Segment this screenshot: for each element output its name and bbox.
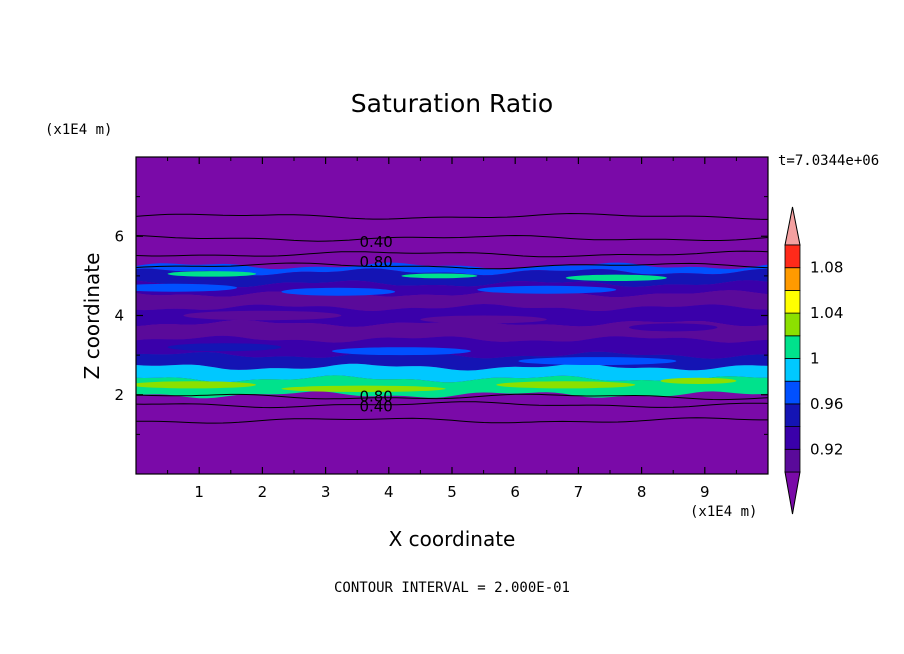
colorbar-label: 1.08 <box>810 259 843 277</box>
colorbar-over-arrow <box>784 206 801 246</box>
x-axis-ticks: 1 2 3 4 5 6 7 8 9 <box>167 157 737 501</box>
y-axis-ticks: 2 4 6 <box>114 196 768 435</box>
field-streak <box>136 381 257 389</box>
colorbar-swatch <box>784 358 801 382</box>
colorbar-swatch <box>784 335 801 359</box>
contour-line <box>136 250 768 258</box>
field-streak <box>183 310 342 321</box>
field-band <box>136 363 768 383</box>
contour-line <box>136 393 768 401</box>
chart-title: Saturation Ratio <box>351 89 553 118</box>
field-streak <box>331 347 471 356</box>
x-tick-label: 3 <box>321 483 331 501</box>
contour-line <box>136 262 768 270</box>
field-band <box>136 375 768 399</box>
y-axis-label: Z coordinate <box>80 253 104 380</box>
y-tick-label: 2 <box>114 386 124 404</box>
x-tick-label: 2 <box>258 483 268 501</box>
field-streak <box>281 385 446 392</box>
contour-interval-footer: CONTOUR INTERVAL = 2.000E-01 <box>334 580 570 596</box>
field-streak <box>565 274 667 282</box>
field-streak <box>167 343 282 352</box>
contour-line <box>136 401 768 409</box>
field-band <box>136 351 768 371</box>
x-tick-label: 8 <box>637 483 647 501</box>
field-streak <box>518 357 677 366</box>
colorbar-swatch <box>784 244 801 269</box>
field-band <box>136 290 768 311</box>
x-tick-label: 5 <box>447 483 457 501</box>
plot-field: 0.400.800.800.40 <box>136 157 768 474</box>
y-tick-label: 4 <box>114 307 124 325</box>
x-tick-label: 9 <box>700 483 710 501</box>
colorbar-swatch <box>784 380 801 405</box>
colorbar-swatch <box>784 289 801 314</box>
x-tick-label: 4 <box>384 483 394 501</box>
colorbar-label: 1.04 <box>810 304 843 322</box>
contour-label: 0.80 <box>359 253 392 271</box>
field-streak <box>167 271 257 277</box>
contour-label: 0.40 <box>359 398 392 416</box>
colorbar-under-arrow <box>784 471 801 515</box>
colorbar-swatch <box>784 403 801 427</box>
colorbar-swatch <box>784 267 801 291</box>
field-band <box>136 262 768 276</box>
field-band <box>136 280 768 298</box>
colorbar-swatch <box>784 448 801 473</box>
field-band <box>136 319 768 343</box>
field-streak <box>136 283 238 292</box>
y-tick-label: 6 <box>114 227 124 245</box>
x-axis-label: X coordinate <box>389 527 516 551</box>
colorbar-label: 0.96 <box>810 395 843 413</box>
field-band <box>136 335 768 359</box>
contour-label: 0.40 <box>359 233 392 251</box>
contour-line <box>136 234 768 242</box>
field-band <box>136 304 768 327</box>
contour-label: 0.80 <box>359 388 392 406</box>
x-unit-label: (x1E4 m) <box>690 504 757 520</box>
field-streak <box>660 377 737 385</box>
field-streak <box>420 315 547 324</box>
x-tick-label: 6 <box>510 483 520 501</box>
field-streak <box>281 287 396 296</box>
colorbar: 0.92 0.96 1 1.04 1.08 <box>784 206 843 515</box>
field-streak <box>628 323 718 332</box>
colorbar-label: 0.92 <box>810 440 843 458</box>
field-streak <box>401 273 478 279</box>
field-streak <box>477 285 617 294</box>
contour-line <box>136 417 768 424</box>
colorbar-swatch <box>784 312 801 337</box>
field-streak <box>496 381 636 389</box>
colorbar-swatch <box>784 426 801 450</box>
contour-line <box>136 212 768 220</box>
time-label: t=7.0344e+06 <box>778 153 879 169</box>
x-tick-label: 1 <box>194 483 204 501</box>
colorbar-label: 1 <box>810 350 820 368</box>
y-unit-label: (x1E4 m) <box>45 122 112 138</box>
x-tick-label: 7 <box>574 483 584 501</box>
